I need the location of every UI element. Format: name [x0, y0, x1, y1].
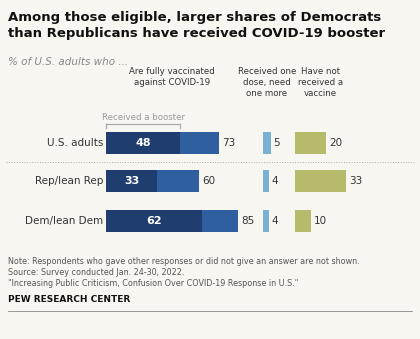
Text: 5: 5	[273, 138, 279, 148]
Bar	[106, 170, 199, 192]
Text: Note: Respondents who gave other responses or did not give an answer are not sho: Note: Respondents who gave other respons…	[8, 257, 360, 266]
Text: 48: 48	[135, 138, 151, 148]
Bar	[106, 132, 219, 154]
Bar	[295, 132, 326, 154]
Bar	[263, 132, 271, 154]
Text: 20: 20	[329, 138, 342, 148]
Bar	[263, 170, 269, 192]
Text: Are fully vaccinated
against COVID-19: Are fully vaccinated against COVID-19	[129, 67, 215, 87]
Text: Received a booster: Received a booster	[102, 113, 185, 122]
Text: 85: 85	[241, 216, 254, 226]
Text: % of U.S. adults who ...: % of U.S. adults who ...	[8, 57, 128, 67]
Text: Rep/lean Rep: Rep/lean Rep	[34, 176, 103, 186]
Bar	[295, 170, 346, 192]
Text: 33: 33	[124, 176, 139, 186]
Text: Source: Survey conducted Jan. 24-30, 2022.: Source: Survey conducted Jan. 24-30, 202…	[8, 268, 184, 277]
Text: 73: 73	[222, 138, 235, 148]
Text: "Increasing Public Criticism, Confusion Over COVID-19 Response in U.S.": "Increasing Public Criticism, Confusion …	[8, 279, 298, 288]
Bar	[106, 210, 202, 232]
Bar	[295, 210, 310, 232]
Text: Dem/lean Dem: Dem/lean Dem	[25, 216, 103, 226]
Text: 4: 4	[271, 216, 278, 226]
Text: 60: 60	[202, 176, 215, 186]
Bar	[106, 132, 181, 154]
Text: Received one
dose, need
one more: Received one dose, need one more	[238, 67, 296, 98]
Bar	[106, 170, 157, 192]
Bar	[263, 210, 269, 232]
Bar	[106, 210, 238, 232]
Text: PEW RESEARCH CENTER: PEW RESEARCH CENTER	[8, 296, 130, 304]
Text: Among those eligible, larger shares of Democrats
than Republicans have received : Among those eligible, larger shares of D…	[8, 11, 385, 40]
Text: 33: 33	[349, 176, 362, 186]
Text: 10: 10	[313, 216, 327, 226]
Text: Have not
received a
vaccine: Have not received a vaccine	[298, 67, 343, 98]
Text: 62: 62	[146, 216, 162, 226]
Text: 4: 4	[271, 176, 278, 186]
Text: U.S. adults: U.S. adults	[47, 138, 103, 148]
